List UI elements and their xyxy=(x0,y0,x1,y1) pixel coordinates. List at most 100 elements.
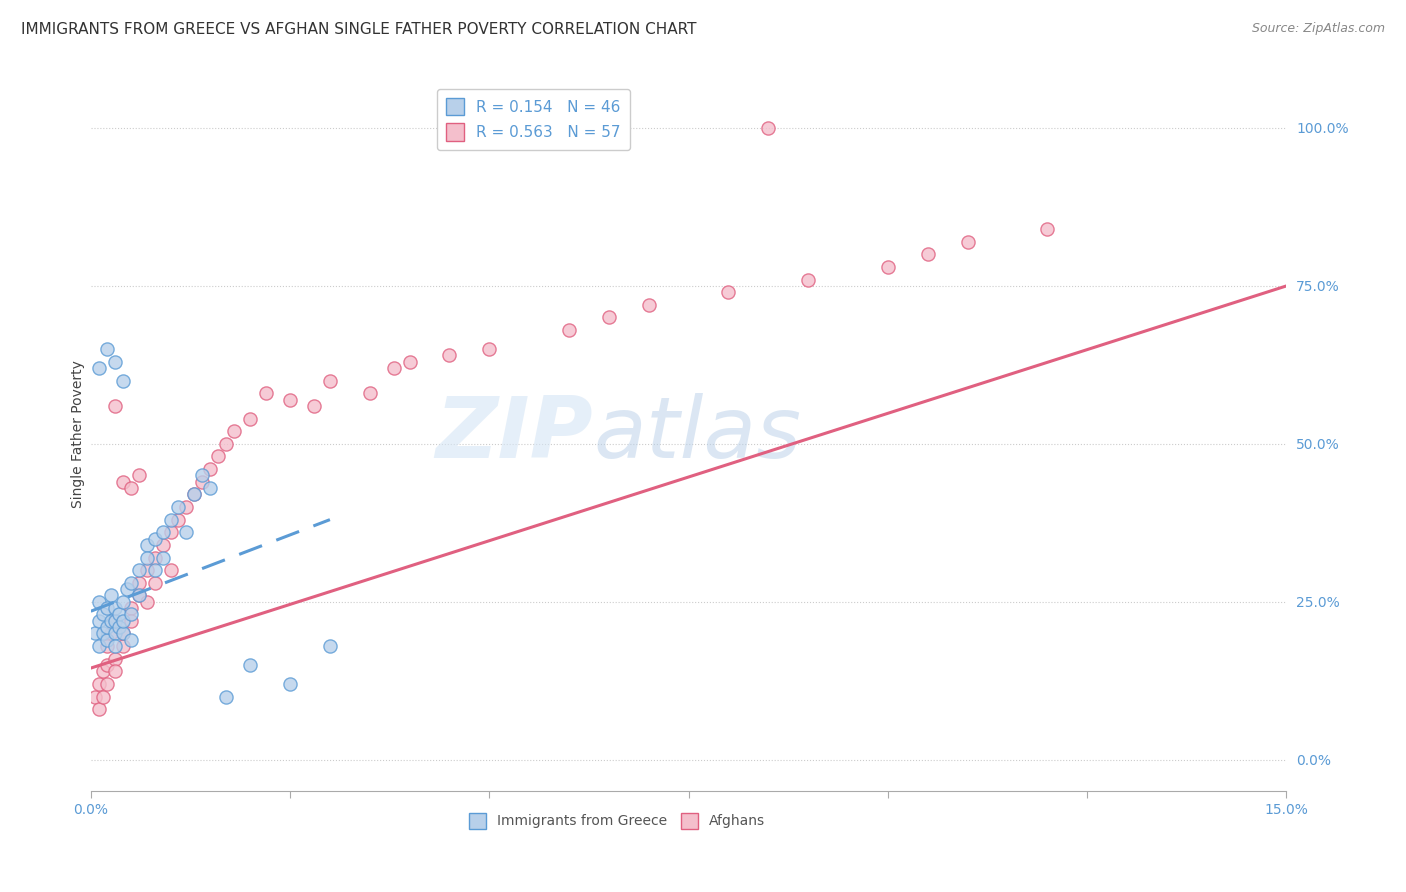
Point xyxy=(176,525,198,540)
Point xyxy=(96,639,118,653)
Point xyxy=(96,657,118,672)
Point xyxy=(439,348,461,362)
Point xyxy=(107,620,129,634)
Point xyxy=(239,657,262,672)
Point xyxy=(359,386,381,401)
Point xyxy=(558,323,581,337)
Point xyxy=(111,639,134,653)
Point xyxy=(143,563,166,577)
Point xyxy=(128,563,150,577)
Point xyxy=(96,601,118,615)
Text: IMMIGRANTS FROM GREECE VS AFGHAN SINGLE FATHER POVERTY CORRELATION CHART: IMMIGRANTS FROM GREECE VS AFGHAN SINGLE … xyxy=(21,22,696,37)
Point xyxy=(319,374,342,388)
Point xyxy=(91,690,114,704)
Point xyxy=(87,677,110,691)
Point xyxy=(120,607,142,622)
Y-axis label: Single Father Poverty: Single Father Poverty xyxy=(72,360,86,508)
Point xyxy=(120,601,142,615)
Point xyxy=(278,392,301,407)
Point xyxy=(100,626,122,640)
Point xyxy=(239,411,262,425)
Point xyxy=(104,665,127,679)
Point xyxy=(143,532,166,546)
Point xyxy=(183,487,205,501)
Point xyxy=(637,298,659,312)
Point xyxy=(254,386,277,401)
Point xyxy=(83,690,105,704)
Point xyxy=(120,614,142,628)
Point xyxy=(87,595,110,609)
Point xyxy=(135,550,157,565)
Point xyxy=(215,690,238,704)
Point xyxy=(135,538,157,552)
Point xyxy=(278,677,301,691)
Point xyxy=(83,626,105,640)
Point xyxy=(111,374,134,388)
Point xyxy=(152,550,174,565)
Point xyxy=(200,481,222,495)
Point xyxy=(111,475,134,489)
Point xyxy=(143,550,166,565)
Text: atlas: atlas xyxy=(593,392,801,475)
Point xyxy=(478,342,501,356)
Point xyxy=(1036,222,1059,236)
Legend: Immigrants from Greece, Afghans: Immigrants from Greece, Afghans xyxy=(464,807,770,834)
Point xyxy=(120,632,142,647)
Point xyxy=(183,487,205,501)
Point xyxy=(87,614,110,628)
Point xyxy=(152,525,174,540)
Point xyxy=(176,500,198,514)
Point xyxy=(104,601,127,615)
Point xyxy=(128,468,150,483)
Point xyxy=(797,272,820,286)
Point xyxy=(191,475,214,489)
Point xyxy=(104,399,127,413)
Point xyxy=(104,639,127,653)
Point xyxy=(917,247,939,261)
Point xyxy=(104,614,127,628)
Point xyxy=(120,481,142,495)
Point xyxy=(120,575,142,590)
Point xyxy=(87,361,110,376)
Point xyxy=(91,607,114,622)
Point xyxy=(135,563,157,577)
Point xyxy=(91,665,114,679)
Point xyxy=(398,355,420,369)
Point xyxy=(104,651,127,665)
Point xyxy=(159,525,181,540)
Point xyxy=(319,639,342,653)
Point xyxy=(96,677,118,691)
Point xyxy=(128,589,150,603)
Point xyxy=(104,626,127,640)
Point xyxy=(302,399,325,413)
Point xyxy=(877,260,900,274)
Point xyxy=(91,626,114,640)
Point xyxy=(111,626,134,640)
Point xyxy=(200,462,222,476)
Point xyxy=(167,513,190,527)
Point xyxy=(382,361,405,376)
Point xyxy=(96,620,118,634)
Point xyxy=(96,342,118,356)
Text: Source: ZipAtlas.com: Source: ZipAtlas.com xyxy=(1251,22,1385,36)
Point xyxy=(756,120,779,135)
Point xyxy=(135,595,157,609)
Point xyxy=(115,582,138,596)
Text: ZIP: ZIP xyxy=(436,392,593,475)
Point xyxy=(128,589,150,603)
Point xyxy=(111,626,134,640)
Point xyxy=(128,575,150,590)
Point xyxy=(224,424,246,438)
Point xyxy=(100,614,122,628)
Point xyxy=(104,355,127,369)
Point xyxy=(215,437,238,451)
Point xyxy=(87,639,110,653)
Point xyxy=(107,607,129,622)
Point xyxy=(87,702,110,716)
Point xyxy=(111,595,134,609)
Point xyxy=(956,235,979,249)
Point xyxy=(598,310,620,325)
Point xyxy=(96,632,118,647)
Point xyxy=(152,538,174,552)
Point xyxy=(159,513,181,527)
